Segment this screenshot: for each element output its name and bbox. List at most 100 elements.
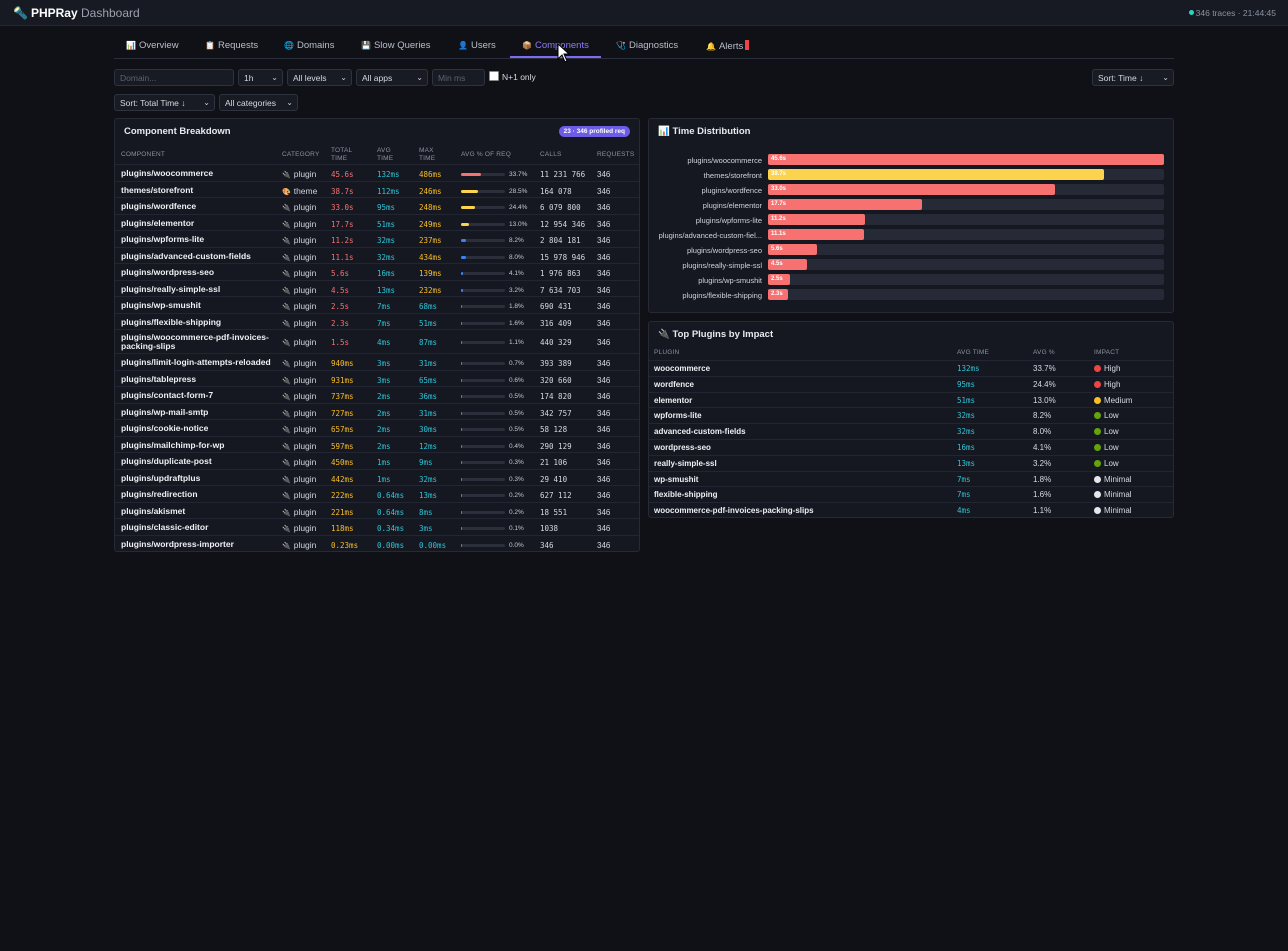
plugin-name[interactable]: woocommerce: [654, 364, 711, 373]
component-name[interactable]: plugins/wp-smushit: [121, 300, 201, 310]
table-row[interactable]: plugins/woocommerce-pdf-invoices-packing…: [115, 329, 639, 354]
plugin-name[interactable]: advanced-custom-fields: [654, 427, 746, 437]
pct-bar-track: [461, 461, 505, 464]
tab-requests[interactable]: 📋 Requests: [205, 40, 258, 58]
component-name[interactable]: plugins/really-simple-ssl: [121, 283, 221, 294]
table-row[interactable]: plugins/classic-editor 🔌 plugin 118ms 0.34ms…: [115, 518, 639, 536]
plugin-name[interactable]: wpforms-lite: [654, 411, 702, 421]
component-name[interactable]: plugins/classic-editor: [121, 522, 209, 532]
component-name[interactable]: themes/storefront: [121, 184, 194, 195]
min-ms-input[interactable]: Min ms: [432, 69, 485, 86]
table-row[interactable]: plugins/akismet 🔌 plugin 221ms 0.64ms 8ms 0.2%…: [115, 501, 639, 520]
table-row[interactable]: plugins/cookie-notice 🔌 plugin 657ms 2ms 30ms…: [115, 419, 639, 437]
table-row[interactable]: elementor 51ms 13.0% Medium: [649, 391, 1173, 409]
time-distribution-row[interactable]: plugins/wp-smushit 2.5s: [649, 273, 1173, 288]
tab-domains[interactable]: 🌐 Domains: [284, 40, 334, 58]
table-row[interactable]: really-simple-ssl 13ms 3.2% Low: [649, 454, 1173, 472]
component-name[interactable]: plugins/advanced-custom-fields: [121, 250, 251, 261]
table-row[interactable]: plugins/contact-form-7 🔌 plugin 737ms 2ms 36m…: [115, 386, 639, 404]
table-row[interactable]: wordpress-seo 16ms 4.1% Low: [649, 439, 1173, 456]
component-name[interactable]: plugins/flexible-shipping: [121, 316, 222, 327]
tab-slow-queries[interactable]: 💾 Slow Queries: [361, 40, 430, 58]
time-distribution-row[interactable]: plugins/woocommerce 45.6s: [649, 153, 1173, 168]
component-name[interactable]: plugins/contact-form-7: [121, 390, 214, 400]
table-row[interactable]: plugins/duplicate-post 🔌 plugin 450ms 1ms 9ms…: [115, 452, 639, 470]
component-name[interactable]: plugins/mailchimp-for-wp: [121, 439, 225, 450]
component-name[interactable]: plugins/woocommerce-pdf-invoices-packing…: [121, 332, 269, 351]
component-name[interactable]: plugins/elementor: [121, 217, 195, 228]
component-name[interactable]: plugins/woocommerce: [121, 168, 214, 178]
component-name[interactable]: plugins/tablepress: [121, 373, 197, 384]
table-row[interactable]: plugins/tablepress 🔌 plugin 931ms 3ms 65ms 0.6…: [115, 369, 639, 388]
time-distribution-row[interactable]: plugins/elementor 17.7s: [649, 198, 1173, 213]
component-name[interactable]: plugins/redirection: [121, 489, 198, 499]
time-distribution-row[interactable]: plugins/really-simple-ssl 4.5s: [649, 258, 1173, 273]
tab-overview[interactable]: 📊 Overview: [126, 40, 179, 58]
tab-components[interactable]: 📦 Components: [510, 40, 601, 58]
table-row[interactable]: plugins/limit-login-attempts-reloaded 🔌 pl…: [115, 353, 639, 371]
table-row[interactable]: wordfence 95ms 24.4% High: [649, 375, 1173, 393]
component-name[interactable]: plugins/updraftplus: [121, 472, 201, 483]
apps-select[interactable]: All apps ⌄: [356, 69, 428, 86]
calls-value: 690 431: [540, 302, 572, 311]
total-time: 11.2s: [331, 236, 354, 245]
table-row[interactable]: plugins/wpforms-lite 🔌 plugin 11.2s 32ms 237m…: [115, 230, 639, 248]
tab-diagnostics[interactable]: 🩺 Diagnostics: [616, 40, 678, 58]
table-row[interactable]: plugins/wordpress-importer 🔌 plugin 0.23ms 0…: [115, 534, 639, 553]
table-row[interactable]: plugins/redirection 🔌 plugin 222ms 0.64ms 13m…: [115, 485, 639, 503]
checkbox-box[interactable]: [489, 71, 499, 81]
time-distribution-row[interactable]: plugins/wpforms-lite 11.2s: [649, 213, 1173, 228]
table-row[interactable]: plugins/wp-smushit 🔌 plugin 2.5s 7ms 68ms 1.8%…: [115, 296, 639, 314]
component-name[interactable]: plugins/wordpress-importer: [121, 538, 234, 549]
category-select[interactable]: All categories ⌄: [219, 94, 298, 111]
table-row[interactable]: plugins/wordfence 🔌 plugin 33.0s 95ms 248ms 24…: [115, 197, 639, 215]
table-row[interactable]: plugins/really-simple-ssl 🔌 plugin 4.5s 13ms…: [115, 279, 639, 298]
avg-pct: 8.2%: [1033, 411, 1052, 421]
time-distribution-row[interactable]: plugins/advanced-custom-fiel... 11.1s: [649, 228, 1173, 243]
table-row[interactable]: advanced-custom-fields 32ms 8.0% Low: [649, 423, 1173, 440]
tab-users[interactable]: 👤 Users: [458, 40, 496, 58]
n1-only-checkbox[interactable]: N+1 only: [489, 71, 536, 82]
component-name[interactable]: plugins/wordpress-seo: [121, 267, 215, 277]
table-row[interactable]: plugins/woocommerce 🔌 plugin 45.6s 132ms 486m…: [115, 164, 639, 182]
component-name[interactable]: plugins/limit-login-attempts-reloaded: [121, 357, 271, 367]
plugin-name[interactable]: flexible-shipping: [654, 490, 718, 500]
time-distribution-row[interactable]: plugins/wordpress-seo 5.6s: [649, 243, 1173, 258]
plugin-name[interactable]: wp-smushit: [654, 474, 699, 484]
table-row[interactable]: plugins/advanced-custom-fields 🔌 plugin 11.…: [115, 246, 639, 265]
table-row[interactable]: plugins/updraftplus 🔌 plugin 442ms 1ms 32ms 0.…: [115, 468, 639, 487]
table-row[interactable]: flexible-shipping 7ms 1.6% Minimal: [649, 486, 1173, 503]
domain-input[interactable]: Domain...: [114, 69, 234, 86]
range-select[interactable]: 1h ⌄: [238, 69, 283, 86]
table-row[interactable]: plugins/flexible-shipping 🔌 plugin 2.3s 7ms 5…: [115, 312, 639, 331]
time-distribution-row[interactable]: plugins/wordfence 33.0s: [649, 183, 1173, 198]
component-name[interactable]: plugins/wpforms-lite: [121, 234, 205, 244]
tab-alerts[interactable]: 🔔 Alerts: [706, 40, 750, 58]
component-name[interactable]: plugins/wp-mail-smtp: [121, 406, 209, 417]
brand[interactable]: 🔦 PHPRay Dashboard: [13, 6, 140, 20]
plugin-name[interactable]: elementor: [654, 395, 693, 405]
time-distribution-row[interactable]: plugins/flexible-shipping 2.3s: [649, 288, 1173, 303]
table-row[interactable]: wp-smushit 7ms 1.8% Minimal: [649, 470, 1173, 488]
table-row[interactable]: wpforms-lite 32ms 8.2% Low: [649, 407, 1173, 424]
component-name[interactable]: plugins/cookie-notice: [121, 423, 209, 433]
table-row[interactable]: plugins/wp-mail-smtp 🔌 plugin 727ms 2ms 31ms 0…: [115, 402, 639, 421]
plugin-name[interactable]: really-simple-ssl: [654, 458, 717, 468]
table-row[interactable]: plugins/wordpress-seo 🔌 plugin 5.6s 16ms 139m…: [115, 263, 639, 281]
plugin-name[interactable]: wordpress-seo: [654, 443, 711, 452]
table-row[interactable]: woocommerce 132ms 33.7% High: [649, 360, 1173, 377]
table-row[interactable]: woocommerce-pdf-invoices-packing-slips 4m…: [649, 502, 1173, 519]
plugin-name[interactable]: wordfence: [654, 379, 695, 389]
table-row[interactable]: plugins/elementor 🔌 plugin 17.7s 51ms 249ms 13…: [115, 213, 639, 232]
time-distribution-row[interactable]: themes/storefront 38.7s: [649, 168, 1173, 183]
sort-total-select[interactable]: Sort: Total Time ↓ ⌄: [114, 94, 215, 111]
sort-time-select[interactable]: Sort: Time ↓ ⌄: [1092, 69, 1174, 86]
table-row[interactable]: plugins/mailchimp-for-wp 🔌 plugin 597ms 2ms 1…: [115, 435, 639, 454]
component-name[interactable]: plugins/duplicate-post: [121, 456, 212, 466]
level-select[interactable]: All levels ⌄: [287, 69, 352, 86]
table-row[interactable]: themes/storefront 🎨 theme 38.7s 112ms 246ms 28…: [115, 180, 639, 199]
chevron-down-icon: ⌄: [286, 98, 293, 107]
plugin-name[interactable]: woocommerce-pdf-invoices-packing-slips: [654, 506, 814, 516]
component-name[interactable]: plugins/akismet: [121, 505, 186, 516]
component-name[interactable]: plugins/wordfence: [121, 201, 197, 211]
